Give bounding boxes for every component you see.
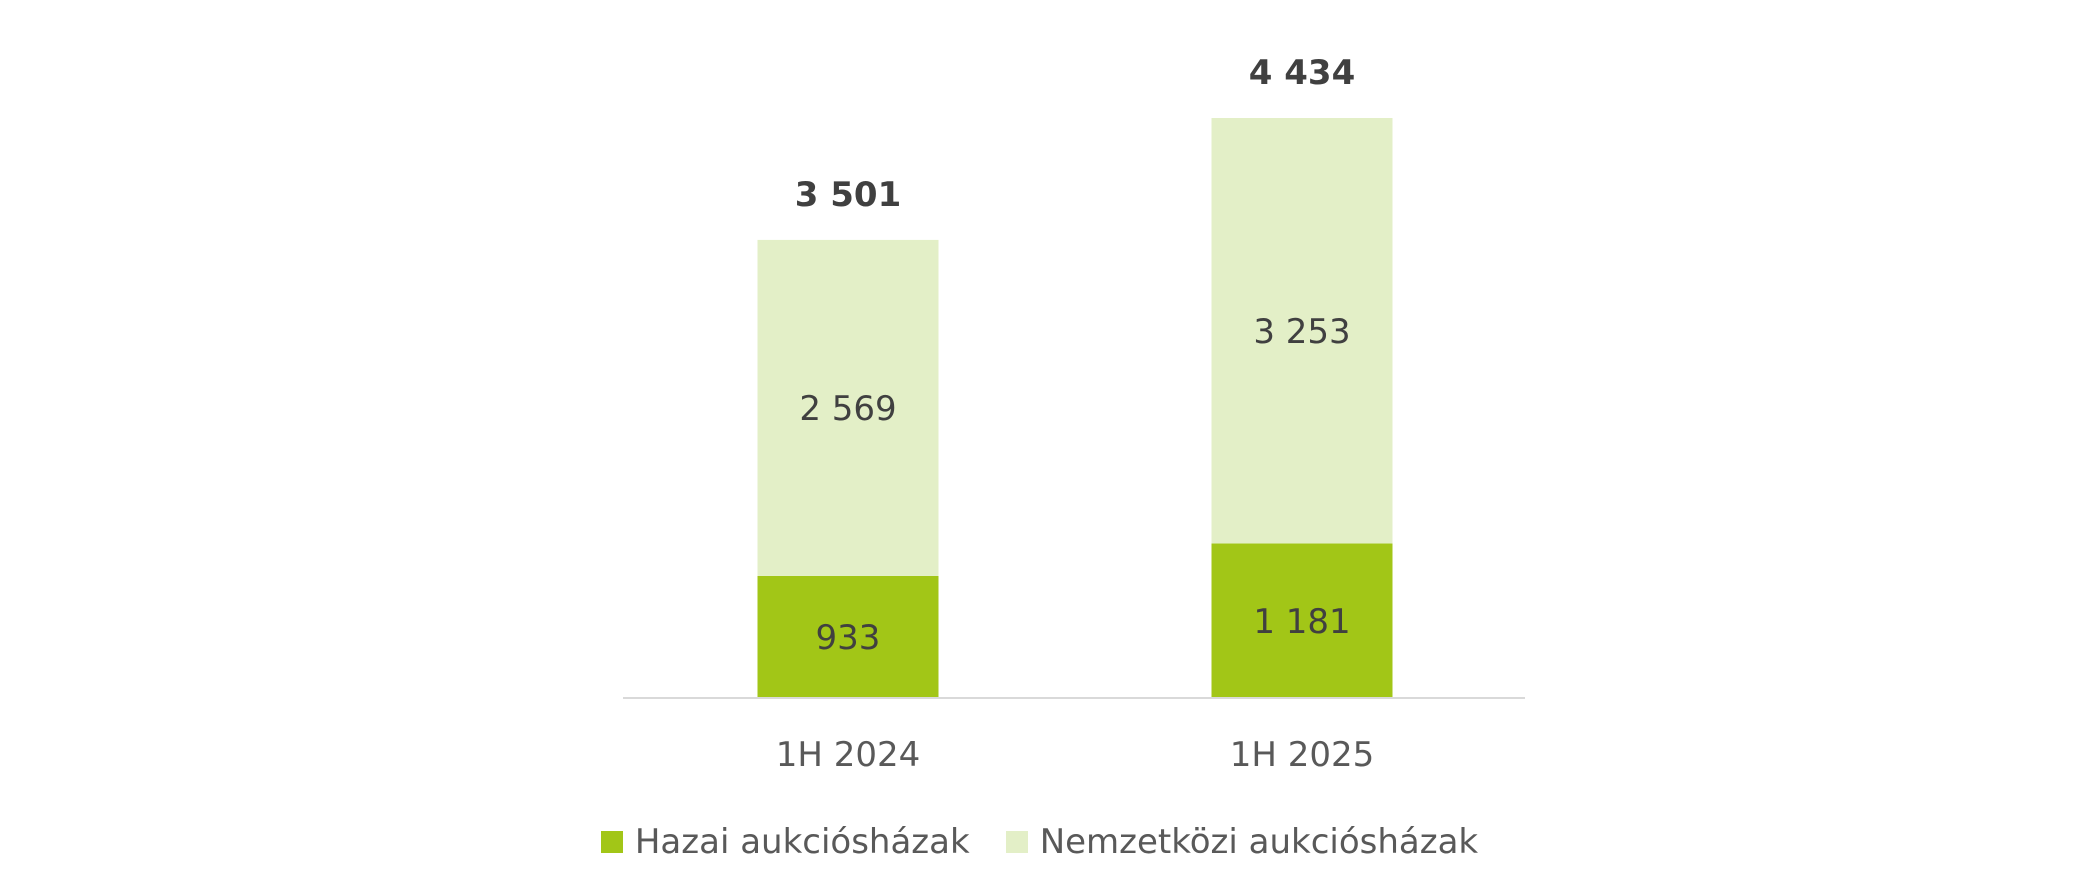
bar-segment-nemzetkozi-1 [757,239,939,576]
bar-segment-hazai-2 [1211,543,1393,698]
bar-segment-hazai-1 [757,575,939,698]
labels-group: 933 2 569 3 501 1H 2024 1 181 3 253 4 434 1H 20… [776,53,1375,775]
legend-swatch-hazai [600,831,623,853]
total-label-2: 4 434 [1249,53,1355,93]
bars-group [757,118,1393,698]
bar-segment-nemzetkozi-2 [1211,118,1393,544]
legend-item-hazai: Hazai aukciósházak [600,822,970,862]
legend-label-nemzetkozi: Nemzetközi aukciósházak [1039,822,1479,862]
category-label-2: 1H 2025 [1230,735,1375,775]
legend-item-nemzetkozi: Nemzetközi aukciósházak [1005,822,1479,862]
legend: Hazai aukciósházak Nemzetközi aukciósház… [0,822,2079,862]
total-label-1: 3 501 [795,175,901,215]
data-label-hazai-1: 933 [816,618,881,658]
legend-label-hazai: Hazai aukciósházak [634,822,970,862]
category-label-1: 1H 2024 [776,735,921,775]
data-label-nemzetkozi-1: 2 569 [799,389,896,429]
data-label-nemzetkozi-2: 3 253 [1253,312,1350,352]
data-label-hazai-2: 1 181 [1253,602,1350,642]
legend-swatch-nemzetkozi [1005,831,1028,853]
